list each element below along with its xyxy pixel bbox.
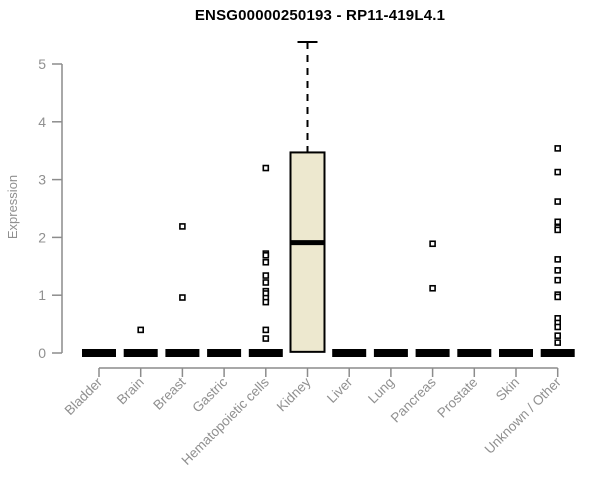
outlier-point-unknown-other [554, 293, 562, 301]
y-tick-label: 1 [38, 287, 46, 303]
outlier-point-brain [137, 326, 144, 334]
zero-box-brain [123, 349, 158, 357]
outlier-point-unknown-other [554, 226, 562, 234]
zero-box-bladder [82, 349, 116, 357]
outlier-point-hematopoietic-cells [262, 164, 270, 172]
x-axis-label-gastric: Gastric [189, 374, 230, 415]
outlier-point-unknown-other [554, 332, 562, 339]
box-kidney [289, 151, 326, 353]
zero-box-pancreas [415, 349, 450, 357]
outlier-point-hematopoietic-cells [262, 258, 270, 266]
outlier-point-hematopoietic-cells [262, 272, 270, 279]
outlier-point-unknown-other [554, 168, 562, 176]
x-axis-label-skin: Skin [493, 375, 522, 404]
outlier-point-hematopoietic-cells [262, 335, 270, 342]
x-axis-label-unknown-other: Unknown / Other [482, 374, 565, 457]
y-tick-label: 3 [38, 172, 46, 188]
y-tick-label: 4 [38, 114, 46, 130]
x-axis-label-kidney: Kidney [274, 374, 314, 414]
x-axis-label-bladder: Bladder [62, 374, 106, 418]
x-axis-label-pancreas: Pancreas [388, 374, 439, 425]
outlier-point-unknown-other [554, 198, 562, 205]
x-axis-label-lung: Lung [365, 375, 397, 407]
outlier-point-hematopoietic-cells [262, 252, 270, 259]
x-axis-label-breast: Breast [150, 374, 188, 412]
x-axis-label-prostate: Prostate [434, 375, 480, 421]
outlier-point-unknown-other [554, 256, 562, 263]
x-axis-label-liver: Liver [324, 374, 356, 406]
outlier-point-pancreas [429, 240, 436, 248]
zero-box-skin [499, 349, 533, 357]
outlier-point-hematopoietic-cells [262, 298, 270, 306]
outlier-point-pancreas [429, 284, 436, 292]
outlier-point-unknown-other [554, 218, 562, 226]
outlier-point-breast [179, 223, 186, 230]
x-axis-label-brain: Brain [114, 375, 147, 408]
outlier-point-hematopoietic-cells [262, 326, 270, 334]
outlier-point-hematopoietic-cells [262, 279, 270, 286]
zero-box-gastric [207, 349, 242, 357]
zero-box-lung [373, 349, 408, 357]
outlier-point-unknown-other [554, 323, 562, 331]
zero-box-prostate [457, 349, 492, 357]
y-tick-label: 2 [38, 229, 46, 245]
outlier-point-unknown-other [554, 145, 562, 152]
outlier-point-unknown-other [554, 339, 562, 346]
outlier-point-breast [179, 294, 186, 301]
chart-title: ENSG00000250193 - RP11-419L4.1 [194, 7, 446, 24]
y-tick-label: 5 [38, 56, 46, 72]
outlier-point-unknown-other [554, 267, 562, 274]
zero-box-unknown-other [540, 349, 575, 357]
zero-box-breast [165, 349, 200, 357]
zero-box-hematopoietic-cells [248, 349, 283, 357]
zero-box-liver [332, 349, 367, 357]
y-tick-label: 0 [38, 345, 46, 361]
outlier-point-unknown-other [554, 276, 562, 284]
